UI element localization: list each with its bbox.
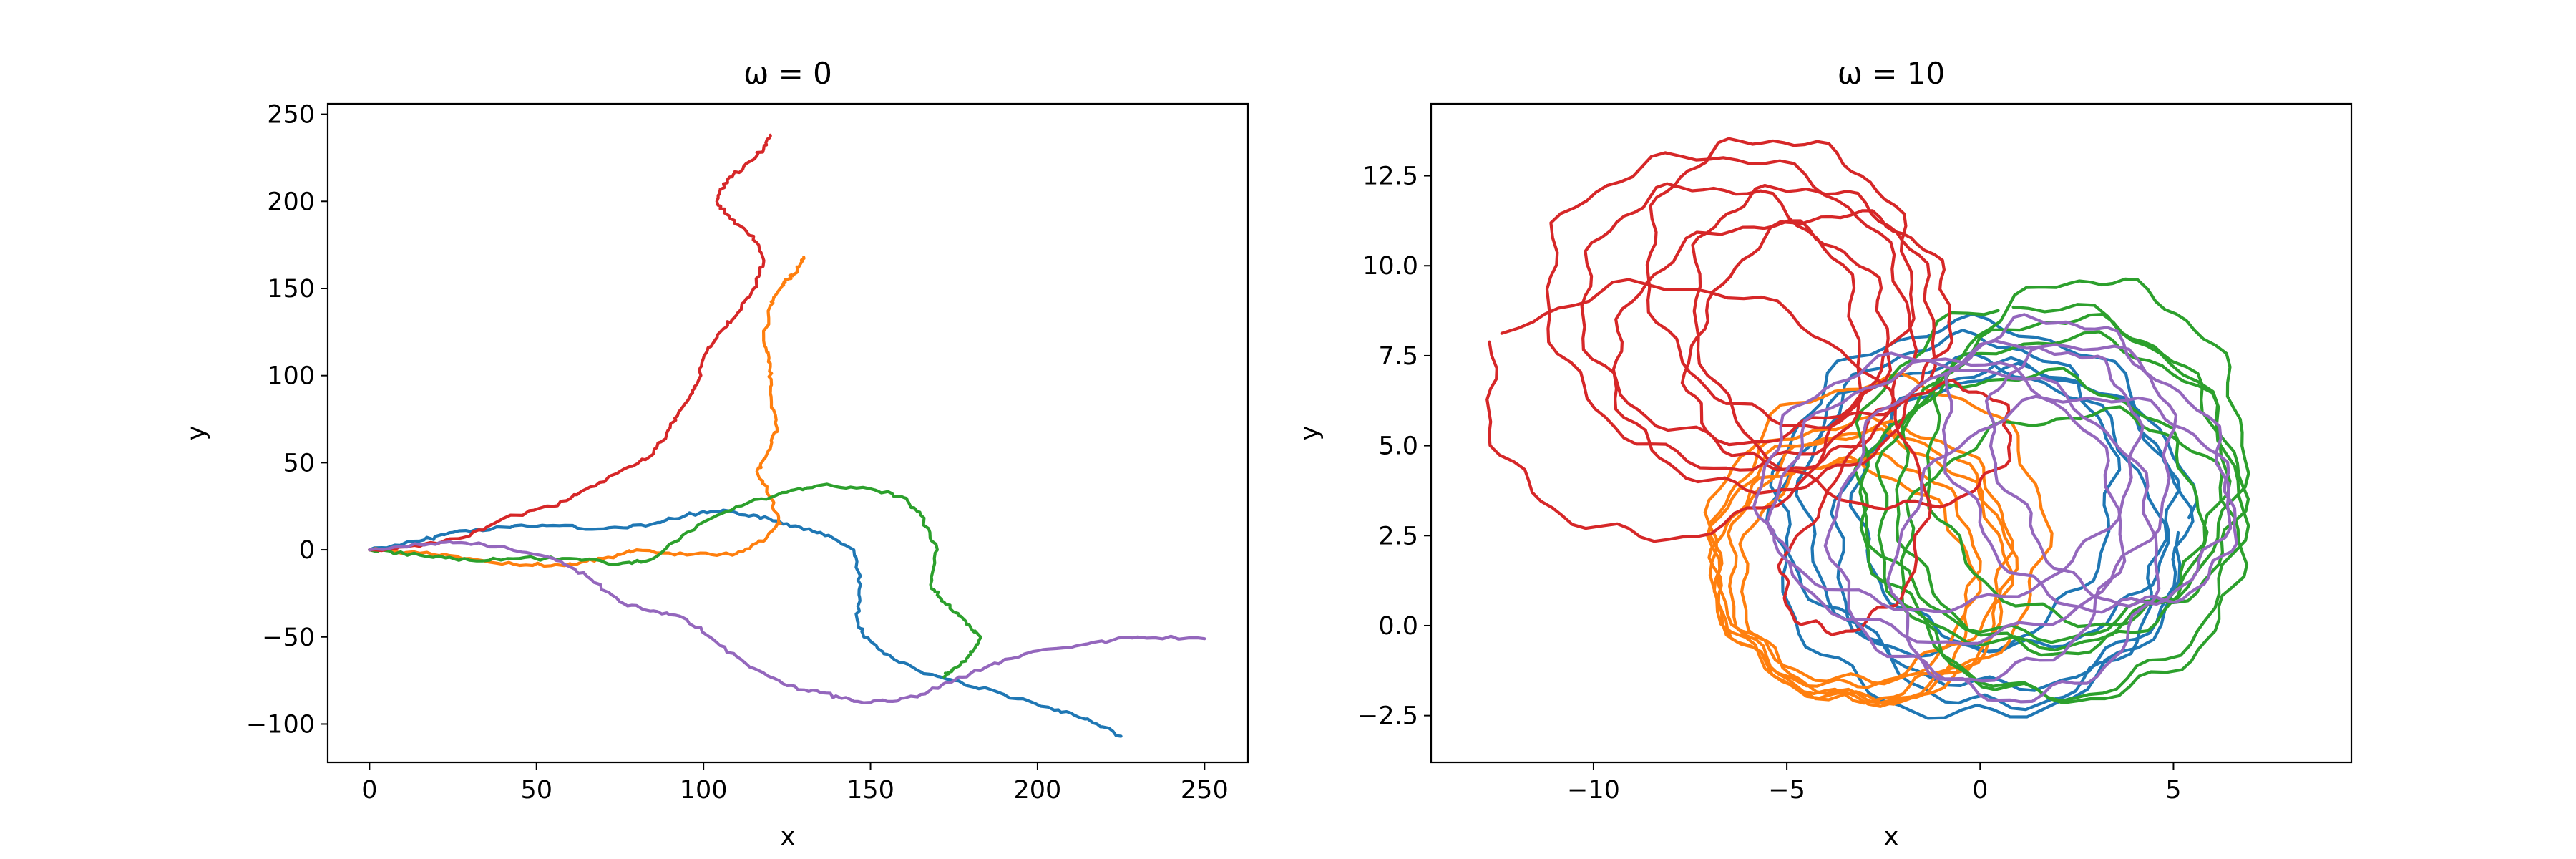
left-x-axis-label: x (781, 822, 796, 851)
left-x-tick-label: 100 (680, 776, 728, 805)
right-x-tick-label: −5 (1768, 776, 1805, 805)
left-plot-traces (368, 133, 1206, 738)
right-trace-2 (1703, 372, 2054, 708)
right-y-tick-label: 7.5 (1378, 342, 1418, 371)
right-y-axis-label: y (1296, 426, 1324, 441)
right-x-axis-label: x (1884, 822, 1899, 851)
right-y-tick-label: 12.5 (1362, 162, 1418, 191)
right-subplot: −10 −5 0 5 −2.5 0.0 2.5 5.0 7.5 10.0 12.5 ω = 10 x… (1296, 56, 2353, 851)
right-trace-3 (1853, 277, 2250, 705)
left-subplot: 0 50 100 150 200 250 −100 −50 0 50 100 150 200 250 ω … (182, 56, 1249, 851)
left-y-tick-label: 0 (299, 536, 315, 565)
right-trace-4 (1485, 137, 2012, 636)
left-x-tick-label: 0 (361, 776, 377, 805)
left-axes-frame (326, 102, 1249, 764)
left-y-tick-label: 50 (283, 449, 315, 477)
right-y-tick-label: 10.0 (1362, 252, 1418, 281)
left-trace-4 (368, 133, 772, 553)
right-y-tick-label: −2.5 (1357, 702, 1418, 731)
right-axes-frame (1430, 102, 2353, 764)
right-y-tick-label: 5.0 (1378, 432, 1418, 461)
left-y-tick-label: −50 (262, 623, 315, 652)
left-trace-5 (368, 540, 1206, 704)
right-chart-title: ω = 10 (1838, 56, 1946, 91)
left-trace-3 (368, 482, 982, 679)
left-y-tick-label: 100 (267, 362, 315, 391)
left-y-tick-label: 250 (267, 101, 315, 130)
left-x-tick-label: 250 (1181, 776, 1229, 805)
right-axis-ticks: −10 −5 0 5 −2.5 0.0 2.5 5.0 7.5 10.0 12.5 (1357, 162, 2182, 805)
right-x-tick-label: −10 (1567, 776, 1620, 805)
left-x-tick-label: 200 (1014, 776, 1062, 805)
left-trace-1 (368, 508, 1123, 738)
right-x-tick-label: 0 (1972, 776, 1988, 805)
right-y-tick-label: 2.5 (1378, 522, 1418, 550)
left-y-tick-label: 200 (267, 188, 315, 216)
left-x-tick-label: 150 (847, 776, 894, 805)
left-chart-title: ω = 0 (743, 56, 832, 91)
left-y-tick-label: −100 (246, 710, 315, 739)
left-x-tick-label: 50 (520, 776, 552, 805)
right-x-tick-label: 5 (2165, 776, 2181, 805)
left-y-tick-label: 150 (267, 275, 315, 304)
right-plot-traces (1485, 137, 2250, 720)
left-axis-ticks: 0 50 100 150 200 250 −100 −50 0 50 100 150 200 250 (246, 101, 1229, 805)
right-trace-5 (1752, 313, 2238, 704)
left-y-axis-label: y (182, 426, 211, 441)
right-y-tick-label: 0.0 (1378, 612, 1418, 641)
